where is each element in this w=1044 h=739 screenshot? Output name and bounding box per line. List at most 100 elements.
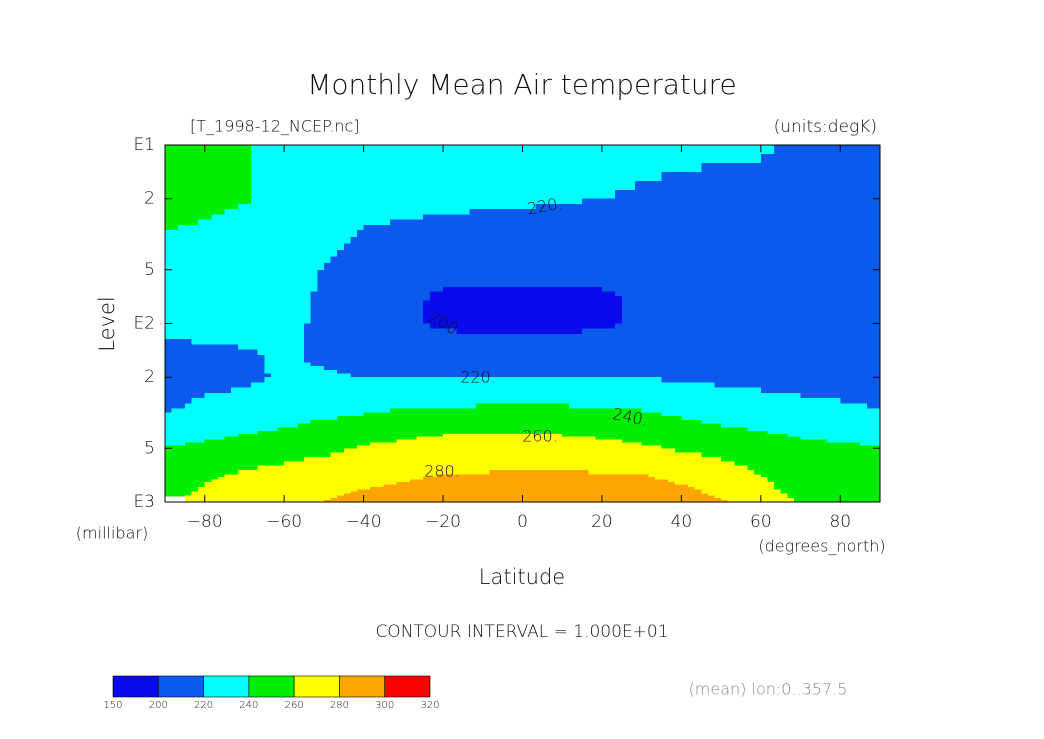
field-cell bbox=[396, 263, 404, 271]
field-cell bbox=[423, 323, 431, 330]
field-cell bbox=[721, 373, 729, 378]
field-cell bbox=[277, 300, 285, 306]
field-cell bbox=[767, 278, 775, 284]
field-cell bbox=[502, 269, 510, 275]
field-cell bbox=[595, 354, 603, 360]
field-cell bbox=[562, 162, 570, 173]
field-cell bbox=[496, 203, 504, 210]
field-cell bbox=[502, 366, 510, 371]
field-cell bbox=[423, 349, 431, 356]
field-cell bbox=[681, 209, 689, 216]
field-cell bbox=[568, 219, 577, 226]
field-cell bbox=[244, 333, 252, 340]
field-cell bbox=[304, 328, 312, 335]
field-cell bbox=[277, 318, 285, 325]
field-cell bbox=[251, 214, 259, 221]
field-cell bbox=[780, 314, 788, 320]
field-cell bbox=[787, 373, 795, 378]
field-cell bbox=[264, 354, 272, 360]
field-cell bbox=[489, 171, 497, 182]
field-cell bbox=[860, 282, 868, 288]
field-cell bbox=[409, 309, 418, 315]
field-cell bbox=[244, 295, 252, 302]
field-cell bbox=[482, 358, 490, 363]
field-cell bbox=[496, 362, 504, 367]
field-cell bbox=[535, 203, 543, 210]
field-cell bbox=[191, 153, 199, 164]
field-cell bbox=[582, 369, 590, 375]
field-cell bbox=[714, 243, 722, 251]
field-cell bbox=[846, 314, 855, 320]
field-cell bbox=[264, 209, 272, 216]
field-cell bbox=[774, 354, 782, 360]
field-cell bbox=[304, 354, 312, 360]
field-cell bbox=[244, 243, 252, 251]
field-cell bbox=[297, 180, 305, 191]
field-cell bbox=[290, 209, 299, 216]
field-cell bbox=[608, 278, 616, 284]
field-cell bbox=[515, 339, 524, 346]
field-cell bbox=[476, 295, 484, 302]
field-cell bbox=[469, 180, 477, 191]
field-cell bbox=[171, 382, 179, 389]
field-cell bbox=[608, 291, 616, 297]
field-cell bbox=[363, 236, 371, 244]
field-cell bbox=[217, 398, 226, 405]
field-cell bbox=[416, 328, 424, 335]
field-cell bbox=[820, 349, 828, 356]
field-cell bbox=[701, 214, 709, 221]
field-cell bbox=[165, 263, 173, 271]
field-cell bbox=[615, 263, 623, 271]
field-cell bbox=[846, 214, 855, 221]
field-cell bbox=[323, 180, 332, 191]
field-cell bbox=[264, 366, 272, 371]
field-cell bbox=[297, 209, 305, 216]
field-cell bbox=[211, 314, 219, 320]
field-cell bbox=[734, 354, 742, 360]
field-cell bbox=[780, 198, 788, 205]
field-cell bbox=[734, 243, 742, 251]
field-cell bbox=[462, 274, 471, 280]
field-cell bbox=[840, 203, 848, 210]
field-cell bbox=[231, 145, 239, 155]
field-cell bbox=[734, 256, 742, 264]
field-cell bbox=[489, 382, 497, 389]
field-cell bbox=[635, 392, 643, 399]
field-cell bbox=[476, 314, 484, 320]
field-cell bbox=[846, 274, 855, 280]
field-cell bbox=[734, 145, 742, 155]
field-cell bbox=[211, 287, 219, 293]
field-cell bbox=[237, 377, 246, 384]
field-cell bbox=[297, 349, 305, 356]
field-cell bbox=[535, 333, 543, 340]
field-cell bbox=[654, 377, 663, 384]
field-cell bbox=[820, 323, 828, 330]
field-cell bbox=[443, 295, 451, 302]
field-cell bbox=[813, 274, 822, 280]
field-cell bbox=[515, 300, 524, 306]
field-cell bbox=[628, 328, 636, 335]
field-cell bbox=[363, 145, 371, 155]
field-cell bbox=[588, 219, 596, 226]
field-cell bbox=[833, 249, 841, 258]
field-cell bbox=[204, 180, 212, 191]
field-cell bbox=[165, 274, 173, 280]
field-cell bbox=[714, 358, 722, 363]
field-cell bbox=[721, 145, 729, 155]
field-cell bbox=[436, 145, 444, 155]
field-cell bbox=[661, 214, 669, 221]
field-cell bbox=[297, 278, 305, 284]
field-cell bbox=[780, 256, 788, 264]
field-cell bbox=[337, 180, 345, 191]
field-cell bbox=[774, 291, 782, 297]
field-cell bbox=[522, 382, 530, 389]
field-cell bbox=[800, 318, 808, 325]
field-cell bbox=[555, 219, 563, 226]
field-cell bbox=[668, 300, 676, 306]
field-cell bbox=[211, 403, 219, 410]
field-cell bbox=[535, 189, 543, 200]
field-cell bbox=[423, 300, 431, 306]
field-cell bbox=[628, 354, 636, 360]
field-cell bbox=[476, 171, 484, 182]
field-cell bbox=[343, 209, 351, 216]
